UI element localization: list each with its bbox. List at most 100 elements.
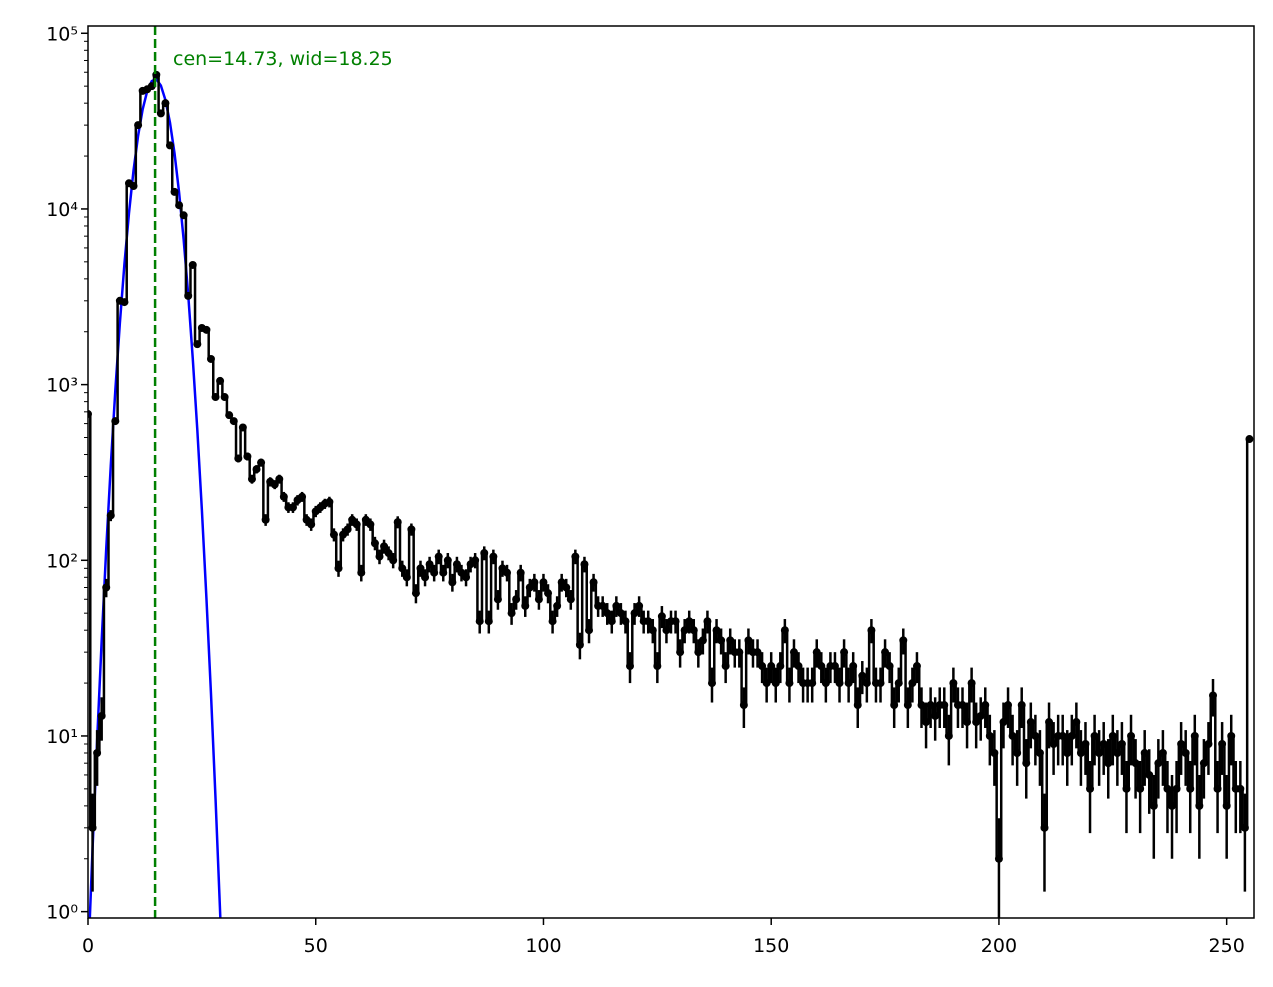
data-point [357,568,366,577]
data-point [129,182,138,191]
data-point [676,648,685,657]
data-point [88,823,97,832]
data-point [247,475,256,484]
data-point [1227,731,1236,740]
data-point [630,609,639,618]
x-tick-label: 150 [753,935,789,957]
data-point [571,552,580,561]
data-point [165,141,174,150]
data-point [903,701,912,710]
data-point [375,552,384,561]
data-point [1177,740,1186,749]
data-point [416,564,425,573]
data-point [753,648,762,657]
data-point [275,475,284,484]
data-point [940,701,949,710]
data-point [648,626,657,635]
data-point [507,609,516,618]
data-point [1236,784,1245,793]
data-point [1181,748,1190,757]
data-point [1099,740,1108,749]
data-point [389,556,398,565]
data-point [598,601,607,610]
data-point [785,679,794,688]
data-point [908,679,917,688]
data-point [876,679,885,688]
y-tick-label: 10⁰ [46,902,78,924]
data-point [1076,748,1085,757]
data-point [972,718,981,727]
data-point [735,648,744,657]
data-point [307,520,316,529]
data-point [525,583,534,592]
plot-area [88,26,1254,918]
data-point [1095,748,1104,757]
data-point [193,340,202,349]
data-point [1127,731,1136,740]
data-point [370,539,379,548]
data-point [261,515,270,524]
data-point [616,609,625,618]
data-point [544,589,553,598]
data-point [411,589,420,598]
data-point [858,671,867,680]
data-point [343,525,352,534]
data-point [626,662,635,671]
data-point [179,211,188,220]
data-point [726,636,735,645]
data-point [1209,691,1218,700]
data-point [849,662,858,671]
data-point [393,518,402,527]
data-point [225,411,234,420]
data-point [380,542,389,551]
data-point [366,520,375,529]
data-point [475,617,484,626]
data-point [1104,759,1113,768]
data-point [216,376,225,385]
data-point [717,636,726,645]
data-point [607,617,616,626]
data-point [234,454,243,463]
data-point [407,525,416,534]
data-point [220,393,229,402]
data-point [1149,801,1158,810]
data-point [712,626,721,635]
data-point [553,601,562,610]
data-point [97,711,106,720]
data-point [1058,731,1067,740]
data-point [452,560,461,569]
y-tick-label: 10⁴ [46,199,78,221]
y-tick-label: 10¹ [46,726,78,748]
data-point [771,679,780,688]
data-point [1218,740,1227,749]
data-point [111,417,120,426]
data-point [949,679,958,688]
data-point [1067,731,1076,740]
data-point [994,854,1003,863]
data-point [662,626,671,635]
data-point [430,568,439,577]
data-point [1113,748,1122,757]
data-point [653,662,662,671]
data-point [1063,748,1072,757]
data-point [990,748,999,757]
data-point [721,662,730,671]
data-point [270,480,279,489]
data-point [835,679,844,688]
data-point [657,612,666,621]
data-point [967,679,976,688]
data-point [1190,731,1199,740]
data-point [298,492,307,501]
data-point [776,662,785,671]
data-point [1049,740,1058,749]
data-point [794,662,803,671]
data-point [899,636,908,645]
data-point [134,121,143,130]
data-point [1072,718,1081,727]
data-point [288,503,297,512]
data-point [448,578,457,587]
data-point [425,560,434,569]
data-point [1086,784,1095,793]
data-point [885,662,894,671]
data-point [976,711,985,720]
